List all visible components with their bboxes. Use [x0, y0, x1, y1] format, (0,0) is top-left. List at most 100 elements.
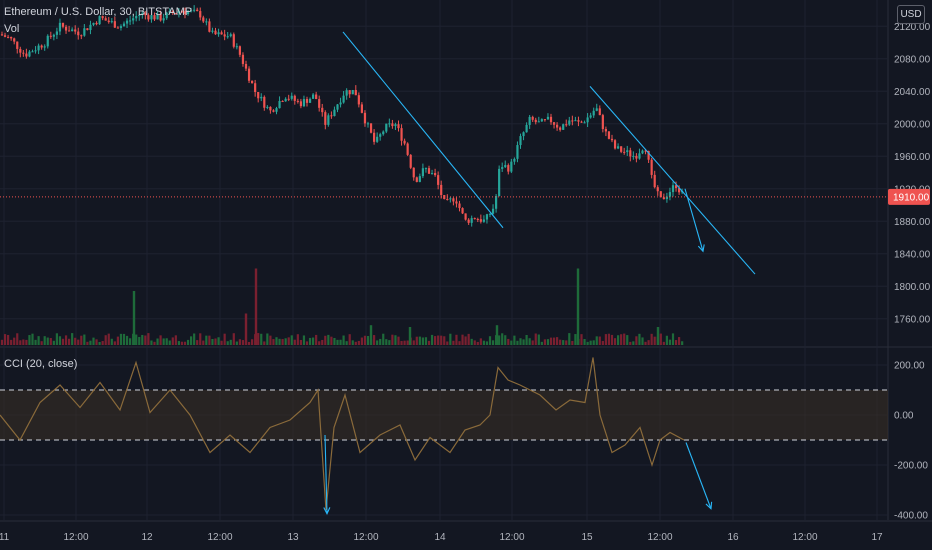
- cci-line: [0, 357, 685, 511]
- candle-body: [336, 104, 339, 110]
- candle-body: [601, 115, 604, 129]
- candle-body: [241, 54, 245, 64]
- candle-body: [568, 120, 571, 125]
- volume-bar: [659, 333, 662, 345]
- volume-bar: [40, 341, 43, 345]
- volume-bar: [16, 333, 19, 345]
- volume-bar: [537, 334, 540, 345]
- candle-body: [272, 110, 275, 112]
- candle-body: [64, 26, 68, 31]
- cci-pane[interactable]: [0, 357, 888, 511]
- candle-body: [562, 124, 565, 130]
- volume-bar: [83, 334, 86, 345]
- candle-body: [543, 119, 546, 121]
- volume-bar: [504, 335, 507, 345]
- volume-bar: [333, 337, 336, 345]
- volume-bar: [19, 340, 22, 345]
- candle-body: [71, 29, 74, 32]
- volume-bar: [470, 338, 473, 345]
- candle-body: [171, 10, 174, 14]
- volume-bar: [260, 333, 263, 345]
- price-axis[interactable]: 2120.002080.002040.002000.001960.001920.…: [888, 22, 931, 326]
- time-tick-label: 12: [141, 532, 153, 543]
- candle-body: [110, 21, 113, 23]
- volume-bar: [92, 337, 95, 345]
- volume-bar: [376, 340, 379, 345]
- candle-body: [589, 115, 592, 118]
- volume-bar: [629, 341, 632, 345]
- volume-bar: [305, 341, 309, 345]
- volume-bar: [61, 338, 65, 345]
- candle-body: [153, 15, 156, 20]
- price-tick-label: 2000.00: [894, 119, 931, 130]
- volume-bar: [510, 340, 513, 345]
- price-pane[interactable]: [0, 5, 888, 227]
- cci-tick-label: -400.00: [894, 511, 928, 522]
- candle-body: [488, 213, 492, 215]
- candle-body: [122, 23, 126, 27]
- cci-axis[interactable]: 200.00 0.00 -200.00 -400.00: [894, 361, 928, 522]
- volume-bar: [318, 341, 321, 345]
- volume-bar: [293, 339, 296, 345]
- volume-bar: [266, 333, 269, 345]
- annotations[interactable]: [323, 31, 756, 516]
- volume-bar: [498, 335, 501, 345]
- volume-bar: [507, 338, 510, 345]
- volume-spike: [132, 291, 136, 345]
- candle-body: [434, 173, 437, 176]
- candle-body: [330, 115, 333, 117]
- time-tick-label: 12:00: [647, 532, 672, 543]
- volume-spike: [576, 268, 580, 345]
- volume-bar: [360, 337, 363, 345]
- time-tick-label: 17: [871, 532, 883, 543]
- volume-bar: [290, 335, 293, 345]
- volume-bar: [620, 334, 623, 345]
- volume-bar: [308, 337, 312, 345]
- candle-body: [470, 218, 473, 223]
- candle-body: [498, 168, 501, 196]
- volume-bar: [89, 340, 92, 345]
- volume-bar: [613, 338, 617, 345]
- currency-button[interactable]: USD: [897, 5, 925, 24]
- volume-bar: [281, 339, 284, 345]
- symbol-title[interactable]: Ethereum / U.S. Dollar, 30, BITSTAMP: [4, 6, 193, 18]
- volume-bar: [150, 340, 153, 345]
- time-axis[interactable]: 11 12:00 12 12:00 13 12:00 14 12:00 15 12:00 16 12:…: [0, 532, 883, 543]
- candle-body: [369, 123, 373, 133]
- volume-bar: [662, 341, 665, 345]
- candle-body: [662, 197, 665, 200]
- candle-body: [519, 136, 522, 146]
- candle-body: [528, 116, 531, 125]
- candle-body: [19, 48, 22, 53]
- volume-bar: [415, 336, 418, 345]
- volume-bar: [263, 341, 266, 345]
- candle-body: [199, 11, 202, 18]
- candle-body: [507, 165, 510, 172]
- volume-bar: [556, 337, 559, 345]
- candle-body: [281, 100, 284, 102]
- volume-bar: [251, 339, 254, 345]
- candle-body: [150, 15, 153, 20]
- candle-body: [482, 219, 485, 222]
- volume-bar: [485, 341, 489, 345]
- volume-bar: [55, 333, 58, 345]
- candle-body: [165, 12, 168, 19]
- cci-label[interactable]: CCI (20, close): [4, 358, 78, 370]
- volume-bar: [528, 338, 531, 345]
- volume-label[interactable]: Vol: [4, 23, 20, 35]
- candle-body: [0, 34, 4, 36]
- price-tick-label: 2080.00: [894, 54, 931, 65]
- time-tick-label: 14: [434, 532, 446, 543]
- candle-body: [34, 50, 37, 52]
- candle-body: [40, 45, 43, 48]
- volume-bar: [610, 334, 614, 345]
- candle-body: [144, 13, 147, 16]
- candle-body: [409, 154, 412, 168]
- candle-body: [177, 10, 180, 14]
- candle-body: [665, 196, 668, 200]
- candle-body: [196, 9, 199, 12]
- volume-bar: [388, 340, 391, 345]
- candle-body: [595, 108, 598, 111]
- candle-body: [421, 168, 424, 177]
